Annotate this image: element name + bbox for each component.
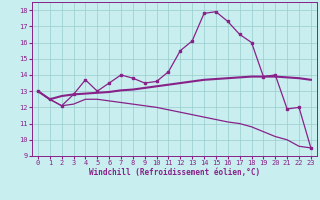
X-axis label: Windchill (Refroidissement éolien,°C): Windchill (Refroidissement éolien,°C) <box>89 168 260 177</box>
